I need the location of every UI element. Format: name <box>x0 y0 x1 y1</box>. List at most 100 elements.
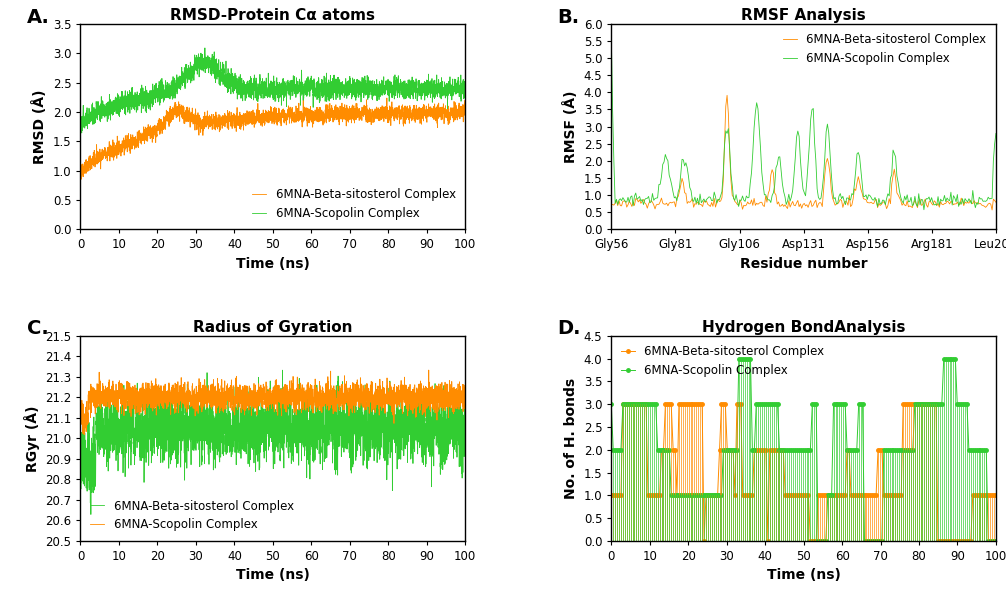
6MNA-Beta-sitosterol Complex <box>990 199 1002 206</box>
X-axis label: Time (ns): Time (ns) <box>767 569 841 582</box>
6MNA-Beta-sitosterol Complex <box>836 197 848 204</box>
Line: 6MNA-Beta-sitosterol Complex: 6MNA-Beta-sitosterol Complex <box>610 403 998 543</box>
Title: RMSF Analysis: RMSF Analysis <box>741 8 866 23</box>
6MNA-Beta-sitosterol Complex <box>145 122 157 129</box>
6MNA-Beta-sitosterol Complex <box>75 175 88 183</box>
6MNA-Scopolin Complex <box>145 392 157 399</box>
6MNA-Beta-sitosterol Complex <box>975 492 987 499</box>
Line: 6MNA-Scopolin Complex: 6MNA-Scopolin Complex <box>80 370 465 435</box>
6MNA-Scopolin Complex <box>74 414 87 421</box>
6MNA-Beta-sitosterol Complex <box>305 432 317 439</box>
6MNA-Beta-sitosterol Complex <box>698 537 710 545</box>
6MNA-Beta-sitosterol Complex <box>391 407 403 414</box>
Y-axis label: RMSD (Å): RMSD (Å) <box>32 90 47 164</box>
6MNA-Beta-sitosterol Complex <box>145 401 157 409</box>
6MNA-Beta-sitosterol Complex <box>459 108 471 115</box>
6MNA-Scopolin Complex <box>459 392 471 399</box>
6MNA-Beta-sitosterol Complex <box>986 206 998 213</box>
Title: Radius of Gyration: Radius of Gyration <box>193 320 352 335</box>
6MNA-Beta-sitosterol Complex <box>617 400 629 407</box>
6MNA-Scopolin Complex <box>975 446 987 453</box>
6MNA-Beta-sitosterol Complex <box>711 492 723 499</box>
6MNA-Scopolin Complex <box>361 397 373 404</box>
Y-axis label: No. of H. bonds: No. of H. bonds <box>564 378 578 499</box>
6MNA-Beta-sitosterol Complex <box>955 195 967 202</box>
6MNA-Scopolin Complex <box>931 201 943 209</box>
6MNA-Scopolin Complex <box>955 201 967 208</box>
6MNA-Scopolin Complex <box>606 31 618 38</box>
Line: 6MNA-Scopolin Complex: 6MNA-Scopolin Complex <box>80 48 465 133</box>
6MNA-Scopolin Complex <box>677 492 689 499</box>
6MNA-Beta-sitosterol Complex <box>679 400 691 407</box>
6MNA-Beta-sitosterol Complex <box>459 445 471 453</box>
Legend: 6MNA-Beta-sitosterol Complex, 6MNA-Scopolin Complex: 6MNA-Beta-sitosterol Complex, 6MNA-Scopo… <box>618 342 828 380</box>
6MNA-Scopolin Complex <box>390 383 402 390</box>
6MNA-Scopolin Complex <box>325 391 337 398</box>
X-axis label: Residue number: Residue number <box>739 257 867 270</box>
Y-axis label: RMSF (Å): RMSF (Å) <box>563 90 578 163</box>
Line: 6MNA-Beta-sitosterol Complex: 6MNA-Beta-sitosterol Complex <box>80 370 465 514</box>
6MNA-Scopolin Complex <box>361 84 373 91</box>
6MNA-Beta-sitosterol Complex <box>842 201 854 209</box>
6MNA-Beta-sitosterol Complex <box>305 112 317 120</box>
6MNA-Scopolin Complex <box>917 206 930 213</box>
6MNA-Beta-sitosterol Complex <box>606 202 618 209</box>
6MNA-Scopolin Complex <box>325 94 337 102</box>
6MNA-Beta-sitosterol Complex <box>931 202 943 209</box>
6MNA-Scopolin Complex <box>732 355 744 362</box>
6MNA-Scopolin Complex <box>145 96 157 103</box>
6MNA-Scopolin Complex <box>629 400 641 407</box>
6MNA-Scopolin Complex <box>78 431 91 438</box>
6MNA-Scopolin Complex <box>606 400 618 407</box>
6MNA-Beta-sitosterol Complex <box>221 428 233 435</box>
6MNA-Scopolin Complex <box>841 194 853 201</box>
6MNA-Scopolin Complex <box>305 79 317 86</box>
6MNA-Beta-sitosterol Complex <box>990 492 1002 499</box>
Legend: 6MNA-Beta-sitosterol Complex, 6MNA-Scopolin Complex: 6MNA-Beta-sitosterol Complex, 6MNA-Scopo… <box>780 30 990 69</box>
X-axis label: Time (ns): Time (ns) <box>235 257 310 270</box>
6MNA-Beta-sitosterol Complex <box>391 104 403 111</box>
6MNA-Beta-sitosterol Complex <box>607 201 619 208</box>
Line: 6MNA-Scopolin Complex: 6MNA-Scopolin Complex <box>610 357 998 543</box>
6MNA-Beta-sitosterol Complex <box>325 108 337 115</box>
6MNA-Beta-sitosterol Complex <box>361 445 373 452</box>
6MNA-Scopolin Complex <box>834 190 846 197</box>
Legend: 6MNA-Beta-sitosterol Complex, 6MNA-Scopolin Complex: 6MNA-Beta-sitosterol Complex, 6MNA-Scopo… <box>87 496 297 535</box>
Text: C.: C. <box>26 319 48 338</box>
6MNA-Scopolin Complex <box>812 537 824 545</box>
Title: Hydrogen BondAnalysis: Hydrogen BondAnalysis <box>702 320 905 335</box>
6MNA-Scopolin Complex <box>990 130 1002 137</box>
6MNA-Scopolin Complex <box>423 367 435 374</box>
Text: B.: B. <box>557 8 579 26</box>
6MNA-Beta-sitosterol Complex <box>623 400 635 407</box>
6MNA-Scopolin Complex <box>221 80 233 87</box>
6MNA-Scopolin Complex <box>621 400 633 407</box>
6MNA-Scopolin Complex <box>607 106 619 113</box>
6MNA-Beta-sitosterol Complex <box>961 537 973 545</box>
6MNA-Scopolin Complex <box>199 44 211 52</box>
6MNA-Scopolin Complex <box>391 76 403 84</box>
Text: A.: A. <box>26 8 49 26</box>
6MNA-Beta-sitosterol Complex <box>325 427 337 434</box>
Line: 6MNA-Beta-sitosterol Complex: 6MNA-Beta-sitosterol Complex <box>80 98 465 179</box>
6MNA-Beta-sitosterol Complex <box>631 400 643 407</box>
6MNA-Beta-sitosterol Complex <box>85 511 97 518</box>
6MNA-Beta-sitosterol Complex <box>277 367 289 374</box>
Legend: 6MNA-Beta-sitosterol Complex, 6MNA-Scopolin Complex: 6MNA-Beta-sitosterol Complex, 6MNA-Scopo… <box>248 185 459 223</box>
6MNA-Beta-sitosterol Complex <box>74 167 87 174</box>
6MNA-Scopolin Complex <box>74 120 87 127</box>
X-axis label: Time (ns): Time (ns) <box>235 569 310 582</box>
6MNA-Beta-sitosterol Complex <box>221 107 233 114</box>
6MNA-Scopolin Complex <box>305 402 317 409</box>
Title: RMSD-Protein Cα atoms: RMSD-Protein Cα atoms <box>170 8 375 23</box>
6MNA-Scopolin Complex <box>221 380 233 388</box>
6MNA-Beta-sitosterol Complex <box>381 94 393 102</box>
6MNA-Beta-sitosterol Complex <box>74 455 87 462</box>
6MNA-Beta-sitosterol Complex <box>361 114 373 121</box>
6MNA-Beta-sitosterol Complex <box>834 196 846 203</box>
6MNA-Beta-sitosterol Complex <box>721 92 733 99</box>
Text: D.: D. <box>557 319 580 338</box>
Line: 6MNA-Scopolin Complex: 6MNA-Scopolin Complex <box>612 34 996 210</box>
6MNA-Scopolin Complex <box>833 192 845 200</box>
6MNA-Scopolin Complex <box>459 82 471 90</box>
